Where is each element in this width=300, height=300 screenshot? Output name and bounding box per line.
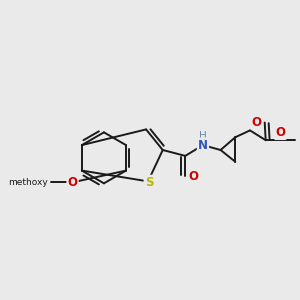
Text: H: H: [199, 131, 207, 141]
Text: O: O: [68, 176, 78, 189]
Text: O: O: [252, 116, 262, 129]
Text: S: S: [145, 176, 153, 189]
Text: O: O: [275, 126, 285, 139]
Text: methoxy: methoxy: [8, 178, 48, 187]
Text: O: O: [188, 170, 198, 183]
Text: N: N: [198, 139, 208, 152]
